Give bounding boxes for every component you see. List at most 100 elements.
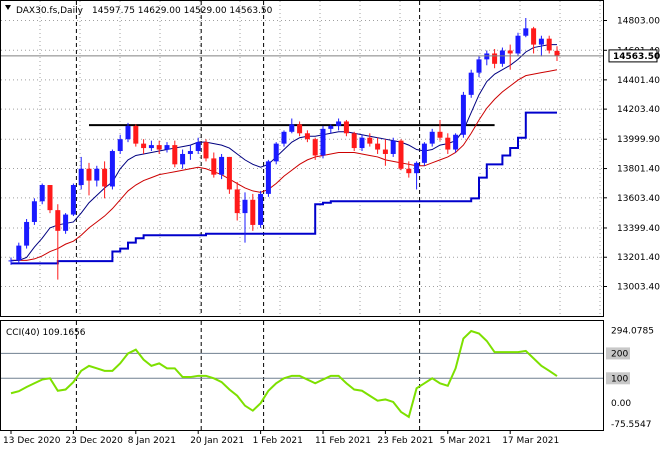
candle-body-down [492, 53, 498, 64]
candle[interactable] [421, 142, 427, 166]
candle-body-up [429, 131, 435, 144]
candle[interactable] [546, 35, 552, 54]
candle[interactable] [492, 49, 498, 69]
candle[interactable] [445, 133, 451, 154]
candle-body-up [515, 35, 521, 54]
candle[interactable] [94, 165, 100, 187]
candle[interactable] [24, 219, 30, 249]
candle[interactable] [117, 134, 123, 154]
candle[interactable] [195, 137, 201, 154]
candle[interactable] [102, 161, 108, 199]
candle[interactable] [312, 137, 318, 160]
candle[interactable] [429, 128, 435, 147]
candle-body-down [250, 199, 256, 225]
candle[interactable] [289, 118, 295, 134]
candle[interactable] [172, 140, 178, 168]
candle-body-up [421, 143, 427, 163]
candle[interactable] [187, 145, 193, 160]
last-price-box [608, 49, 658, 63]
candle[interactable] [554, 46, 560, 62]
candle[interactable] [242, 192, 248, 243]
candle-body-up [414, 162, 420, 174]
candle[interactable] [273, 142, 279, 165]
candle[interactable] [523, 17, 529, 38]
candle[interactable] [437, 119, 443, 141]
time-tick-label: 5 Mar 2021 [440, 436, 491, 446]
candle[interactable] [148, 140, 154, 152]
candle[interactable] [484, 50, 490, 66]
time-tick-label: 20 Jan 2021 [190, 436, 244, 446]
candle[interactable] [55, 204, 61, 280]
candle[interactable] [63, 213, 69, 234]
candle[interactable] [476, 56, 482, 78]
candle[interactable] [375, 137, 381, 154]
candle[interactable] [507, 44, 513, 70]
candle-body-down [133, 125, 139, 144]
candle[interactable] [382, 139, 388, 166]
candle[interactable] [281, 130, 287, 147]
candle[interactable] [515, 32, 521, 57]
candle-body-up [336, 121, 342, 126]
candle[interactable] [390, 137, 396, 157]
candle[interactable] [133, 124, 139, 147]
candle[interactable] [367, 133, 373, 147]
candle[interactable] [468, 69, 474, 98]
candle[interactable] [328, 124, 334, 134]
candle[interactable] [320, 125, 326, 159]
cci-level-badge [606, 347, 630, 360]
candle-body-up [460, 94, 466, 135]
candle[interactable] [156, 140, 162, 154]
candle[interactable] [219, 153, 225, 180]
candle-body-up [258, 193, 264, 225]
candle[interactable] [258, 190, 264, 228]
candle[interactable] [180, 149, 186, 169]
last-price-text: 14563.50 [613, 52, 660, 62]
candle[interactable] [265, 159, 271, 197]
cci-levels: 200 100 [1, 347, 630, 385]
candle[interactable] [460, 91, 466, 138]
candle[interactable] [47, 185, 53, 214]
candle[interactable] [234, 182, 240, 221]
candle-body-up [499, 50, 505, 64]
candle[interactable] [226, 156, 232, 194]
candle[interactable] [164, 142, 170, 153]
candle[interactable] [398, 139, 404, 171]
candle[interactable] [109, 149, 115, 190]
candle[interactable] [414, 161, 420, 190]
candle[interactable] [203, 139, 209, 162]
cci-level-badge [606, 372, 630, 385]
candle[interactable] [351, 131, 357, 152]
symbol-label: DAX30.fs,Daily [16, 6, 84, 16]
candle[interactable] [86, 162, 92, 196]
candle-body-up [24, 221, 30, 246]
candle[interactable] [538, 35, 544, 57]
candle[interactable] [499, 47, 505, 67]
collapse-triangle-icon [5, 5, 11, 10]
candle-body-down [531, 28, 537, 45]
candle[interactable] [297, 121, 303, 137]
candle[interactable] [304, 130, 310, 143]
cci-title: CCI(40) 109.1656 [6, 328, 86, 338]
candle-body-up [94, 168, 100, 181]
candle[interactable] [453, 133, 459, 153]
price-tick-label: 14803.00 [617, 17, 660, 27]
candle[interactable] [336, 118, 342, 131]
candle[interactable] [78, 156, 84, 190]
candle[interactable] [406, 161, 412, 178]
candle[interactable] [8, 257, 14, 265]
candle[interactable] [250, 193, 256, 231]
candle[interactable] [31, 198, 37, 225]
candle[interactable] [16, 242, 22, 264]
candle[interactable] [70, 183, 76, 217]
candle-body-down [203, 142, 209, 159]
candle[interactable] [125, 122, 131, 143]
candle[interactable] [359, 134, 365, 152]
candle-body-down [297, 124, 303, 134]
candle[interactable] [343, 119, 349, 137]
candle[interactable] [211, 152, 217, 178]
candle[interactable] [39, 183, 45, 205]
candle-body-down [226, 156, 232, 190]
candle[interactable] [141, 139, 147, 154]
candle[interactable] [531, 26, 537, 54]
